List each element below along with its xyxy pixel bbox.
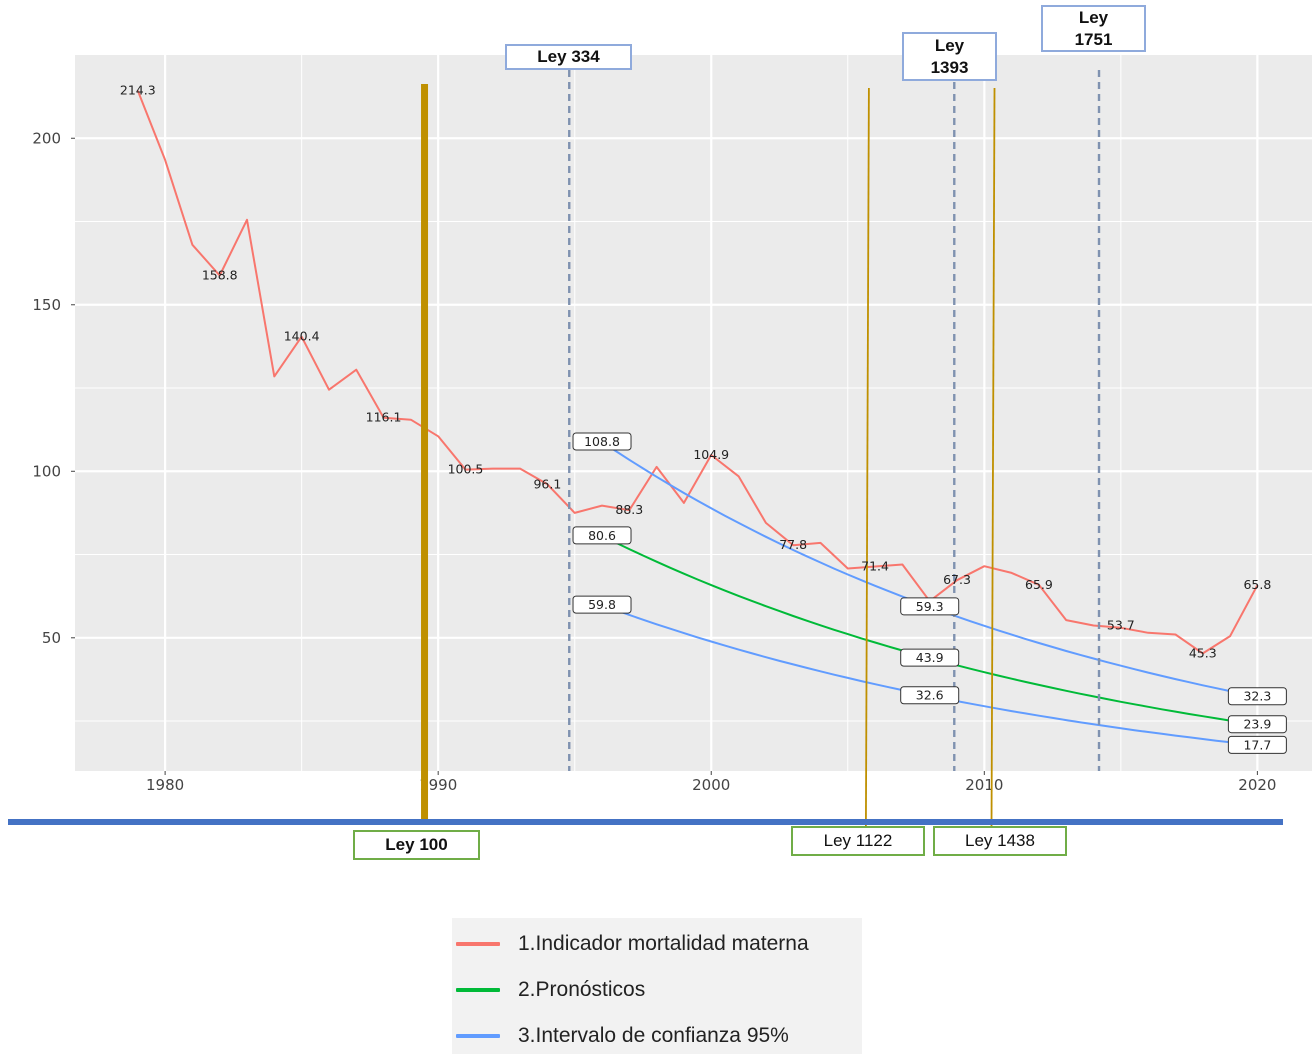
data-label: 77.8: [779, 537, 807, 552]
law-label-text: Ley 1122: [823, 831, 893, 850]
series-line-indicator: [136, 90, 1259, 655]
data-label: 71.4: [861, 559, 889, 574]
data-label: 214.3: [120, 83, 156, 98]
boxed-data-label: 80.6: [572, 526, 632, 545]
x-tick-label: 2000: [692, 776, 730, 794]
x-tick-label: 2020: [1238, 776, 1276, 794]
law-label-text: Ley 1438: [965, 831, 1035, 850]
boxed-data-label: 23.9: [1227, 715, 1287, 734]
boxed-label-frame: [900, 686, 960, 705]
boxed-label-text: 43.9: [916, 650, 944, 665]
data-label: 104.9: [693, 447, 729, 462]
law-label-ley-1122: Ley 1122: [791, 826, 925, 856]
law-label-text: 1751: [1074, 29, 1113, 49]
boxed-label-text: 23.9: [1243, 717, 1271, 732]
legend-label: 3.Intervalo de confianza 95%: [518, 1024, 789, 1047]
data-labels: 214.3 158.8 140.4 116.1 100.5 96.1 88.3 104.9 77…: [120, 83, 1287, 754]
data-label: 100.5: [448, 462, 484, 477]
legend: 1.Indicador mortalidad materna 2.Pronóst…: [452, 918, 862, 1054]
law-label-ley-334: Ley 334: [505, 44, 632, 70]
boxed-label-text: 17.7: [1243, 737, 1271, 752]
data-label: 140.4: [284, 329, 320, 344]
grid-lines: [75, 55, 1312, 771]
boxed-data-label: 17.7: [1227, 735, 1287, 754]
boxed-label-text: 32.6: [916, 688, 944, 703]
boxed-label-frame: [572, 595, 632, 614]
y-tick-label: 100: [32, 462, 61, 480]
y-tick-label: 200: [32, 129, 61, 147]
law-label-ley-1438: Ley 1438: [933, 826, 1067, 856]
boxed-label-frame: [900, 597, 960, 616]
x-tick-label: 2010: [965, 776, 1003, 794]
legend-label: 2.Pronósticos: [518, 978, 646, 1001]
data-label: 53.7: [1107, 617, 1135, 632]
legend-key-indicator: [456, 942, 500, 946]
data-label: 88.3: [615, 502, 643, 517]
data-label: 45.3: [1189, 645, 1217, 660]
boxed-data-label: 59.8: [572, 595, 632, 614]
law-label-text: 1393: [930, 57, 969, 77]
law-label-text: Ley 100: [385, 835, 448, 854]
boxed-label-frame: [572, 526, 632, 545]
boxed-data-label: 59.3: [900, 597, 960, 616]
axis-ticks: 1980 1990 2000 2010 2020 50 100 150 200: [32, 129, 1276, 794]
law-label-text: Ley: [1078, 7, 1109, 27]
boxed-data-label: 108.8: [572, 432, 632, 451]
boxed-label-text: 59.3: [916, 599, 944, 614]
law-lines: [421, 70, 1101, 827]
plot-panel: [75, 55, 1312, 771]
legend-item-forecast: 2.Pronósticos: [452, 975, 645, 1005]
y-tick-label: 50: [42, 629, 61, 647]
boxed-label-text: 59.8: [588, 597, 616, 612]
data-label: 65.9: [1025, 577, 1053, 592]
boxed-data-label: 32.3: [1227, 687, 1287, 706]
boxed-label-frame: [900, 648, 960, 667]
legend-item-confidence: 3.Intervalo de confianza 95%: [452, 1021, 789, 1051]
law-label-ley-1393: Ley 1393: [902, 32, 997, 81]
law-line-ley-1122: [864, 87, 870, 827]
law-line-ley-1438: [990, 87, 996, 827]
data-label: 96.1: [533, 476, 561, 491]
data-label: 158.8: [202, 267, 238, 282]
y-tick-label: 150: [32, 296, 61, 314]
data-label: 116.1: [366, 410, 402, 425]
boxed-label-text: 32.3: [1243, 689, 1271, 704]
law-label-ley-1751: Ley 1751: [1041, 5, 1146, 52]
boxed-label-text: 80.6: [588, 528, 616, 543]
boxed-label-frame: [1227, 735, 1287, 754]
legend-key-confidence: [456, 1034, 500, 1038]
law-label-text: Ley: [934, 35, 965, 55]
boxed-label-text: 108.8: [584, 434, 620, 449]
boxed-label-frame: [1227, 715, 1287, 734]
boxed-label-frame: [1227, 687, 1287, 706]
legend-key-forecast: [456, 988, 500, 992]
legend-item-indicator: 1.Indicador mortalidad materna: [452, 929, 809, 959]
x-tick-label: 1980: [146, 776, 184, 794]
x-tick-label: 1990: [419, 776, 457, 794]
law-label-ley-100: Ley 100: [353, 830, 480, 860]
data-label: 67.3: [943, 572, 971, 587]
legend-label: 1.Indicador mortalidad materna: [518, 932, 809, 955]
boxed-data-label: 32.6: [900, 686, 960, 705]
boxed-label-frame: [572, 432, 632, 451]
data-label: 65.8: [1243, 577, 1271, 592]
law-label-text: Ley 334: [537, 47, 600, 66]
boxed-data-label: 43.9: [900, 648, 960, 667]
